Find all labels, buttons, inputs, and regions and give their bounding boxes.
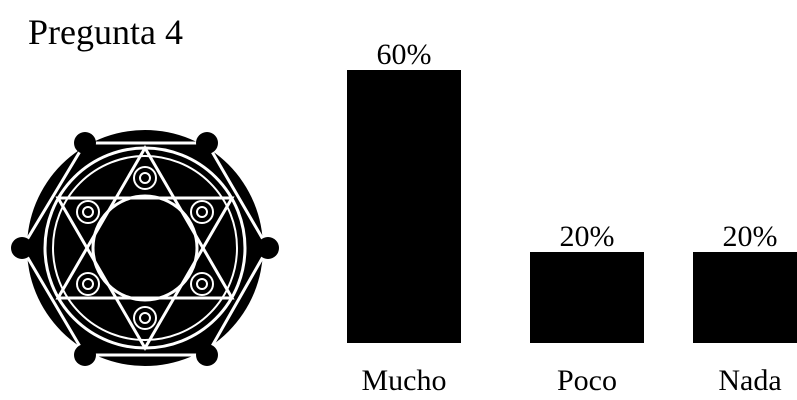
bar — [693, 252, 797, 343]
category-label: Poco — [557, 364, 617, 397]
bar — [347, 70, 461, 343]
value-label: 20% — [560, 220, 615, 253]
bar — [530, 252, 644, 343]
emblem — [11, 130, 279, 366]
value-label: 60% — [377, 38, 432, 71]
value-label: 20% — [723, 220, 778, 253]
category-label: Nada — [718, 364, 781, 397]
chart-title: Pregunta 4 — [28, 12, 183, 52]
category-label: Mucho — [362, 364, 447, 397]
